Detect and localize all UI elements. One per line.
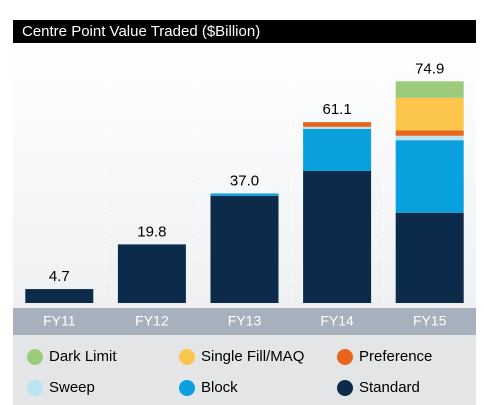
legend-swatch [27,349,43,365]
bar-segment [303,170,372,303]
bar-segment [395,130,464,136]
bar-segment [395,140,464,213]
legend-label: Block [201,379,238,396]
legend-swatch [179,349,195,365]
bar-segment [303,122,372,127]
chart-title: Centre Point Value Traded ($Billion) [22,23,260,40]
x-tick-label: FY14 [320,313,354,329]
legend-label: Standard [359,379,420,396]
legend-label: Dark Limit [49,348,117,365]
bar-segment [395,81,464,98]
title-bar [13,20,476,43]
bar-segment [395,97,464,131]
bar-segment [395,212,464,303]
legend-swatch [27,380,43,396]
x-tick-label: FY11 [43,313,76,329]
bar-segment [395,135,464,141]
x-tick-label: FY12 [135,313,169,329]
legend-label: Single Fill/MAQ [201,348,304,365]
bar-segment [210,193,279,196]
x-tick-label: FY15 [413,313,447,329]
legend-swatch [179,380,195,396]
x-axis-band [13,308,476,335]
total-label: 74.9 [415,60,444,77]
total-label: 19.8 [137,223,166,240]
bar-segment [25,289,94,303]
bar-segment [117,244,186,303]
total-label: 61.1 [322,101,351,118]
legend-label: Sweep [49,379,95,396]
total-label: 4.7 [49,268,70,285]
bar-segment [303,128,372,171]
bar-segment [210,195,279,303]
legend-label: Preference [359,348,432,365]
x-tick-label: FY13 [228,313,262,329]
total-label: 37.0 [230,172,259,189]
bar-segment [303,126,372,129]
legend-swatch [337,380,353,396]
legend-swatch [337,349,353,365]
legend-area [13,335,476,405]
